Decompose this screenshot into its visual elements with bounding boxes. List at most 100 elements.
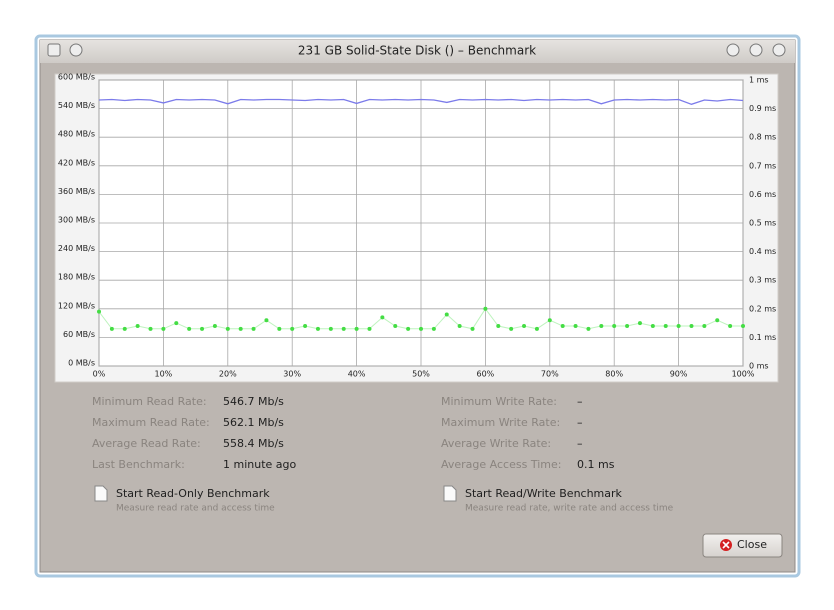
button-frame[interactable] — [702, 533, 783, 558]
stat-label: Maximum Read Rate: — [92, 416, 210, 429]
button-label[interactable]: Close — [737, 538, 767, 551]
y-tick-label: 600 MB/s — [58, 73, 95, 82]
y-tick-label: 540 MB/s — [58, 101, 95, 110]
read-write-benchmark-button[interactable]: Start Read/Write Benchmark Measure read … — [443, 485, 674, 514]
close-button[interactable]: Close — [702, 533, 783, 558]
access-point — [612, 323, 617, 328]
y-tick-label: 420 MB/s — [58, 158, 95, 167]
access-point — [431, 326, 436, 331]
access-point — [264, 318, 269, 323]
access-point — [161, 326, 166, 331]
y-tick-label: 240 MB/s — [58, 244, 95, 253]
stat-label: Minimum Read Rate: — [92, 395, 207, 408]
chart: 0 MB/s 60 MB/s 120 MB/s 180 MB/s 240 MB/s 300… — [58, 73, 776, 379]
window-glow — [34, 34, 801, 578]
y2-tick-label: 0.2 ms — [749, 304, 776, 313]
access-point — [367, 326, 372, 331]
access-point — [174, 321, 179, 326]
access-point — [457, 323, 462, 328]
y-tick-label: 60 MB/s — [63, 330, 95, 339]
sticky-button[interactable] — [69, 43, 83, 57]
access-point — [97, 309, 101, 314]
access-point — [212, 323, 217, 328]
x-tick-label: 10% — [155, 370, 173, 379]
access-point — [599, 323, 604, 328]
access-point — [470, 326, 475, 331]
access-point — [277, 326, 282, 331]
minimize-button[interactable] — [726, 43, 740, 57]
y2-tick-label: 0 ms — [749, 362, 769, 371]
access-point — [637, 321, 642, 326]
access-point — [109, 326, 114, 331]
window-menu-button[interactable] — [47, 43, 61, 57]
access-point — [354, 326, 359, 331]
stat-label: Average Read Rate: — [92, 437, 201, 450]
access-point — [560, 323, 565, 328]
y-tick-label: 360 MB/s — [58, 187, 95, 196]
access-point — [380, 315, 385, 320]
x-tick-label: 40% — [348, 370, 366, 379]
access-point — [483, 306, 488, 311]
y2-tick-label: 0.5 ms — [749, 219, 776, 228]
access-point — [522, 323, 527, 328]
access-point — [251, 326, 256, 331]
x-tick-label: 100% — [732, 370, 755, 379]
access-point — [225, 326, 230, 331]
y2-tick-label: 0.3 ms — [749, 276, 776, 285]
x-tick-label: 0% — [93, 370, 106, 379]
access-point — [341, 326, 346, 331]
y2-tick-label: 0.7 ms — [749, 161, 776, 170]
access-point — [663, 323, 668, 328]
y-tick-label: 480 MB/s — [58, 130, 95, 139]
access-point — [702, 323, 707, 328]
y-tick-label: 0 MB/s — [68, 359, 95, 368]
access-point — [406, 326, 411, 331]
read-only-benchmark-button[interactable]: Start Read-Only Benchmark Measure read r… — [94, 485, 275, 514]
stat-label: Maximum Write Rate: — [441, 416, 560, 429]
maximize-button[interactable] — [749, 43, 763, 57]
access-point — [586, 326, 591, 331]
button-label[interactable]: Start Read/Write Benchmark — [465, 487, 623, 500]
stat-value: – — [577, 395, 583, 408]
button-label[interactable]: Start Read-Only Benchmark — [116, 487, 270, 500]
access-point — [122, 326, 127, 331]
x-tick-label: 30% — [283, 370, 301, 379]
y-tick-label: 180 MB/s — [58, 273, 95, 282]
stat-value: 558.4 Mb/s — [223, 437, 284, 450]
stat-value: – — [577, 416, 583, 429]
document-icon — [443, 485, 457, 502]
y-tick-label: 120 MB/s — [58, 301, 95, 310]
access-point — [689, 323, 694, 328]
access-point — [573, 323, 578, 328]
access-point — [290, 326, 295, 331]
access-point — [148, 326, 153, 331]
close-icon-cross — [722, 541, 730, 549]
access-point — [625, 323, 630, 328]
stats-right: Minimum Write Rate: – Maximum Write Rate… — [441, 395, 615, 471]
stat-label: Last Benchmark: — [92, 458, 185, 471]
x-tick-label: 60% — [477, 370, 495, 379]
close-window-button[interactable] — [772, 43, 786, 57]
access-point — [393, 323, 398, 328]
access-point — [650, 323, 655, 328]
access-point — [135, 323, 140, 328]
access-point — [534, 326, 539, 331]
document-icon — [94, 485, 108, 502]
access-point — [444, 312, 449, 317]
y2-tick-label: 0.8 ms — [749, 133, 776, 142]
access-point — [419, 326, 423, 331]
x-tick-label: 20% — [219, 370, 237, 379]
access-point — [715, 318, 720, 323]
access-point — [509, 326, 514, 331]
access-point — [547, 318, 552, 323]
stat-value: 0.1 ms — [577, 458, 615, 471]
x-tick-label: 80% — [605, 370, 623, 379]
button-description: Measure read rate, write rate and access… — [465, 504, 674, 514]
y2-tick-label: 1 ms — [749, 76, 769, 85]
rate-line — [98, 98, 744, 105]
access-point — [238, 326, 243, 331]
access-point — [741, 323, 745, 328]
access-point — [200, 326, 205, 331]
